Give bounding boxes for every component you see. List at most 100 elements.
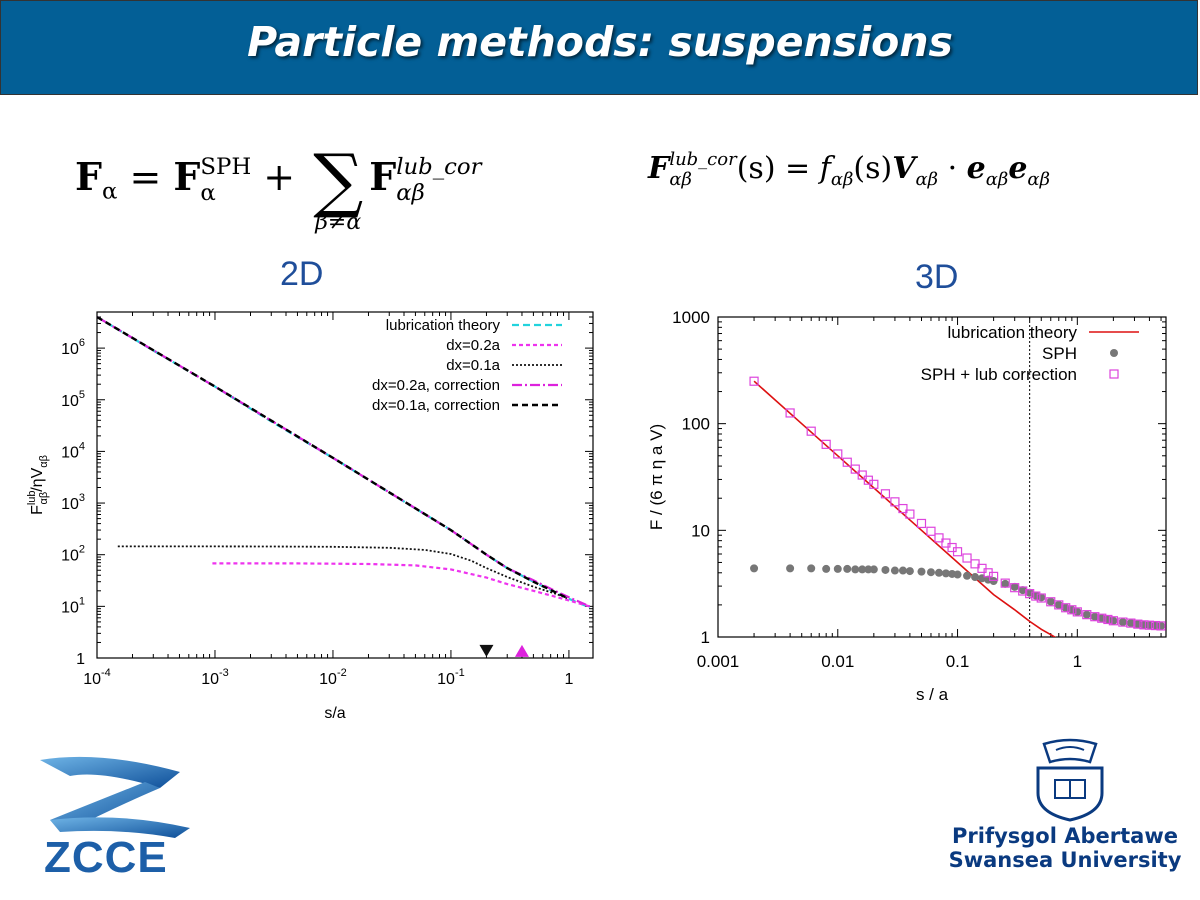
sph-lub-point-3d xyxy=(1126,618,1136,628)
sum-symbol: ∑ β≠α xyxy=(313,139,364,235)
sph-point-3d xyxy=(864,565,873,574)
legend-swatch-3d-1 xyxy=(1110,349,1118,357)
x-tick-label-2d-4: 1 xyxy=(564,671,573,688)
chart-3d: 0.001 0.01 0.1 1 1 10 100 1000 s / a F / (6 π η a… xyxy=(647,308,1167,704)
plot-frame-2d xyxy=(96,311,594,659)
sph-point-3d xyxy=(905,567,914,576)
y-axis-label-2d: Flubαβ/ηVαβ xyxy=(26,455,50,515)
sph-point-3d xyxy=(1118,618,1127,627)
sph-point-3d xyxy=(822,564,831,573)
sph-lub-point-3d xyxy=(821,439,831,449)
sph-lub-point-3d xyxy=(898,503,908,514)
sph-lub-point-3d xyxy=(785,408,795,418)
eq2-f-sub: αβ xyxy=(830,168,854,190)
swansea-crest-icon xyxy=(1036,738,1104,822)
slide-title: Particle methods: suspensions xyxy=(247,18,953,66)
sph-lub-point-3d xyxy=(1061,603,1071,613)
legend-label-2d-4: dx=0.1a, correction xyxy=(372,397,500,414)
sph-lub-point-3d xyxy=(842,457,852,467)
sph-point-3d xyxy=(869,565,878,574)
sph-lub-point-3d xyxy=(1156,621,1166,631)
sph-lub-point-3d xyxy=(1150,620,1161,631)
legend-label-3d-2: SPH + lub correction xyxy=(921,365,1077,384)
eq2-e1: e xyxy=(966,150,986,186)
legend-label-2d-2: dx=0.1a xyxy=(446,357,500,374)
chart-2d: 10-4 10-3 10-2 10-1 1 1 101 102 103 104 105 106 s/a F… xyxy=(26,311,594,722)
eq2-V-sub: αβ xyxy=(915,168,939,190)
sph-point-3d xyxy=(890,566,899,575)
sph-lub-point-3d xyxy=(850,464,860,474)
eq2-lhs-sup: lub_cor xyxy=(669,149,737,170)
sum-subscript: β≠α xyxy=(315,210,362,235)
sph-lub-point-3d xyxy=(1018,586,1028,596)
sph-lub-point-3d xyxy=(1097,613,1107,623)
sph-point-3d xyxy=(843,564,852,573)
sph-point-3d xyxy=(1090,612,1099,621)
eq1-term1: F xyxy=(173,154,201,199)
zcce-logo-text: ZCCE xyxy=(44,833,168,882)
y-tick-label-3d-0: 1 xyxy=(701,628,710,647)
series-group-3d xyxy=(749,376,1166,637)
eq2-lhs: F xyxy=(648,150,670,186)
eq1-equals: = xyxy=(117,155,174,199)
sph-lub-point-3d xyxy=(1031,591,1041,601)
sph-lub-point-3d xyxy=(890,497,900,507)
eq2-f-arg: (s) xyxy=(853,150,893,186)
y-tick-label-3d-3: 1000 xyxy=(672,308,710,327)
eq2-dot: · xyxy=(938,150,967,186)
sph-lub-point-3d xyxy=(1108,616,1118,626)
sph-lub-point-3d xyxy=(1144,620,1155,630)
sph-point-3d xyxy=(926,568,935,577)
y-tick-label-2d-3: 103 xyxy=(61,492,85,513)
sph-lub-point-3d xyxy=(1036,593,1046,603)
eq2-f: f xyxy=(819,150,831,186)
eq1-term2-sub: αβ xyxy=(396,179,425,206)
sph-lub-point-3d xyxy=(857,470,867,480)
sph-lub-point-3d xyxy=(1090,612,1100,622)
sph-point-3d xyxy=(963,571,972,580)
zcce-logo-icon xyxy=(40,756,190,838)
label-3d: 3D xyxy=(915,258,959,296)
legend-label-3d-1: SPH xyxy=(1042,344,1077,363)
eq1-lhs-sub: α xyxy=(101,178,118,205)
sph-point-3d xyxy=(851,565,860,574)
eq1-term2-sup: lub_cor xyxy=(396,154,482,181)
sph-lub-point-3d xyxy=(1072,607,1082,617)
sph-point-3d xyxy=(858,565,867,574)
eq1-term1-sub: α xyxy=(200,179,216,206)
eq2-e2-sub: αβ xyxy=(1027,168,1050,190)
x-tick-label-2d-1: 10-3 xyxy=(201,667,229,688)
university-name-english: Swansea University xyxy=(948,848,1182,872)
sph-lub-point-3d xyxy=(1054,600,1064,610)
marker-2d-0 xyxy=(479,644,494,657)
sph-point-3d xyxy=(1018,586,1027,595)
series-line-2d-2 xyxy=(117,545,570,600)
sph-point-3d xyxy=(1054,600,1063,609)
sph-lub-point-3d xyxy=(869,479,879,489)
legend-label-2d-0: lubrication theory xyxy=(386,317,501,334)
eq2-e2: e xyxy=(1008,150,1028,186)
legend-swatch-3d-2 xyxy=(1109,369,1119,379)
series-group-2d xyxy=(97,315,591,609)
y-tick-label-2d-0: 1 xyxy=(76,651,85,668)
x-tick-label-3d-2: 0.1 xyxy=(946,652,970,671)
sph-lub-point-3d xyxy=(1103,614,1113,625)
y-tick-label-3d-1: 10 xyxy=(691,521,710,540)
eq2-e1-sub: αβ xyxy=(985,168,1009,190)
sph-point-3d xyxy=(786,564,795,573)
sph-point-3d xyxy=(1073,607,1082,616)
sph-lub-point-3d xyxy=(952,547,963,557)
y-tick-label-2d-4: 104 xyxy=(61,440,85,461)
y-tick-label-2d-1: 101 xyxy=(61,595,85,616)
sph-lub-point-3d xyxy=(926,526,936,536)
x-tick-label-2d-3: 10-1 xyxy=(437,667,465,688)
sph-point-3d xyxy=(989,576,998,585)
sph-point-3d xyxy=(953,570,962,579)
sph-point-3d xyxy=(971,573,980,582)
y-axis-label-3d: F / (6 π η a V) xyxy=(647,424,666,530)
marker-2d-1 xyxy=(514,644,529,657)
title-bar xyxy=(0,0,1198,95)
eq1-lhs: F xyxy=(75,154,102,199)
